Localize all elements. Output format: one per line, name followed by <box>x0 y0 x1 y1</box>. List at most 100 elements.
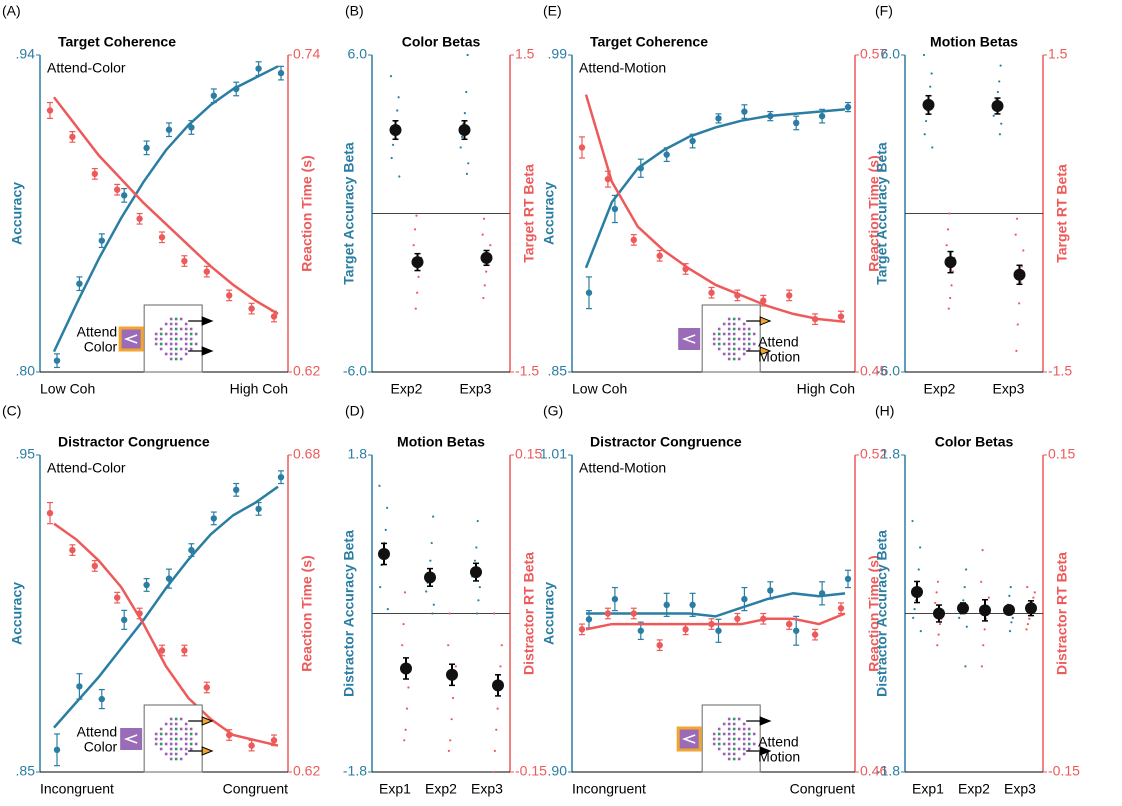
inset-dot <box>174 332 178 336</box>
subject-point <box>431 612 434 615</box>
data-point <box>121 192 128 199</box>
inset-arrow-head <box>759 716 772 726</box>
inset-dot <box>717 742 721 746</box>
mean-point <box>480 251 493 264</box>
inset-dot <box>154 342 158 346</box>
subject-point <box>412 244 415 247</box>
inset-dot <box>727 742 731 746</box>
mean-point <box>492 679 504 692</box>
mean-point <box>922 98 935 111</box>
y-tick-label: -1.8 <box>876 763 900 779</box>
inset-dot <box>732 357 736 361</box>
inset-dot <box>727 717 731 721</box>
subject-point <box>1015 217 1019 220</box>
x-tick-label: Exp2 <box>958 781 990 797</box>
inset-dot <box>737 737 741 741</box>
data-point <box>637 627 644 634</box>
inset-dot <box>722 732 726 736</box>
inset-dot <box>717 337 721 341</box>
fit-line <box>586 592 846 618</box>
inset-dot <box>717 327 721 331</box>
inset-dot <box>164 342 168 346</box>
data-point <box>188 124 195 131</box>
x-tick-label: High Coh <box>230 381 288 397</box>
inset-label: Attend <box>758 734 798 750</box>
y-tick-label: .85 <box>548 363 568 379</box>
subject-point <box>475 546 478 549</box>
subject-point <box>478 585 481 589</box>
data-point <box>233 486 240 494</box>
data-point <box>741 595 748 603</box>
inset-dot <box>742 742 746 746</box>
x-tick-label: High Coh <box>797 381 855 397</box>
subject-point <box>415 214 418 217</box>
inset-frame <box>701 704 761 773</box>
inset-dot <box>727 727 731 731</box>
inset-dot <box>184 732 188 736</box>
data-point <box>760 297 767 304</box>
inset-dot <box>747 337 751 341</box>
inset-dot <box>732 322 736 326</box>
inset-arrow-head <box>759 746 772 756</box>
inset-dot <box>164 722 168 726</box>
data-point <box>656 642 663 649</box>
subject-point <box>492 770 495 774</box>
x-tick-label: Exp2 <box>924 381 956 397</box>
y-axis-label: Target Accuracy Beta <box>341 142 357 285</box>
inset-dot <box>169 722 173 726</box>
data-point <box>181 257 188 265</box>
y2-axis-label: Reaction Time (s) <box>866 555 882 671</box>
data-point <box>69 133 76 141</box>
x-tick-label: Exp3 <box>460 381 492 397</box>
subject-point <box>1008 594 1011 597</box>
inset-dot <box>189 732 193 736</box>
inset-dot <box>184 742 188 746</box>
inset-dot <box>742 747 746 751</box>
subject-point <box>945 244 948 247</box>
inset-dot <box>159 747 163 751</box>
inset-cue-arrow <box>123 734 138 744</box>
y2-tick-label: 1.5 <box>1048 46 1068 62</box>
inset-dot <box>727 757 731 761</box>
inset-dot <box>189 332 193 336</box>
subject-point <box>919 630 922 633</box>
mean-point <box>411 256 424 269</box>
subject-point <box>402 622 405 626</box>
subject-point <box>483 284 486 287</box>
inset-dot <box>189 347 193 351</box>
x-tick-label: Exp3 <box>471 781 503 797</box>
data-point <box>188 546 195 554</box>
inset-dot <box>194 742 198 746</box>
inset-dot <box>727 337 731 341</box>
inset-dot <box>717 342 721 346</box>
subject-point <box>404 728 407 731</box>
data-point <box>682 626 689 633</box>
inset-dot <box>722 342 726 346</box>
subject-point <box>450 718 453 721</box>
subject-point <box>401 644 404 647</box>
subject-point <box>935 591 938 594</box>
inset-dot <box>169 332 173 336</box>
subject-point <box>911 519 914 523</box>
subject-point <box>414 307 417 310</box>
x-tick-label: Congruent <box>790 781 855 797</box>
data-point <box>53 357 61 364</box>
subject-point <box>983 628 986 631</box>
inset-dot <box>752 732 756 736</box>
panel-letter: (H) <box>875 403 894 419</box>
data-point <box>143 581 150 589</box>
data-point <box>226 292 233 299</box>
data-point <box>708 620 715 628</box>
y2-axis-label: Reaction Time (s) <box>299 555 315 671</box>
subject-point <box>386 506 389 509</box>
subject-point <box>390 156 393 160</box>
data-point <box>793 627 800 634</box>
fit-line <box>53 485 279 729</box>
mean-point <box>446 668 458 681</box>
subject-point <box>425 590 428 593</box>
data-point <box>143 144 150 152</box>
data-point <box>255 505 262 513</box>
data-point <box>270 737 278 744</box>
inset-dot <box>174 757 178 761</box>
inset-dot <box>189 737 193 741</box>
